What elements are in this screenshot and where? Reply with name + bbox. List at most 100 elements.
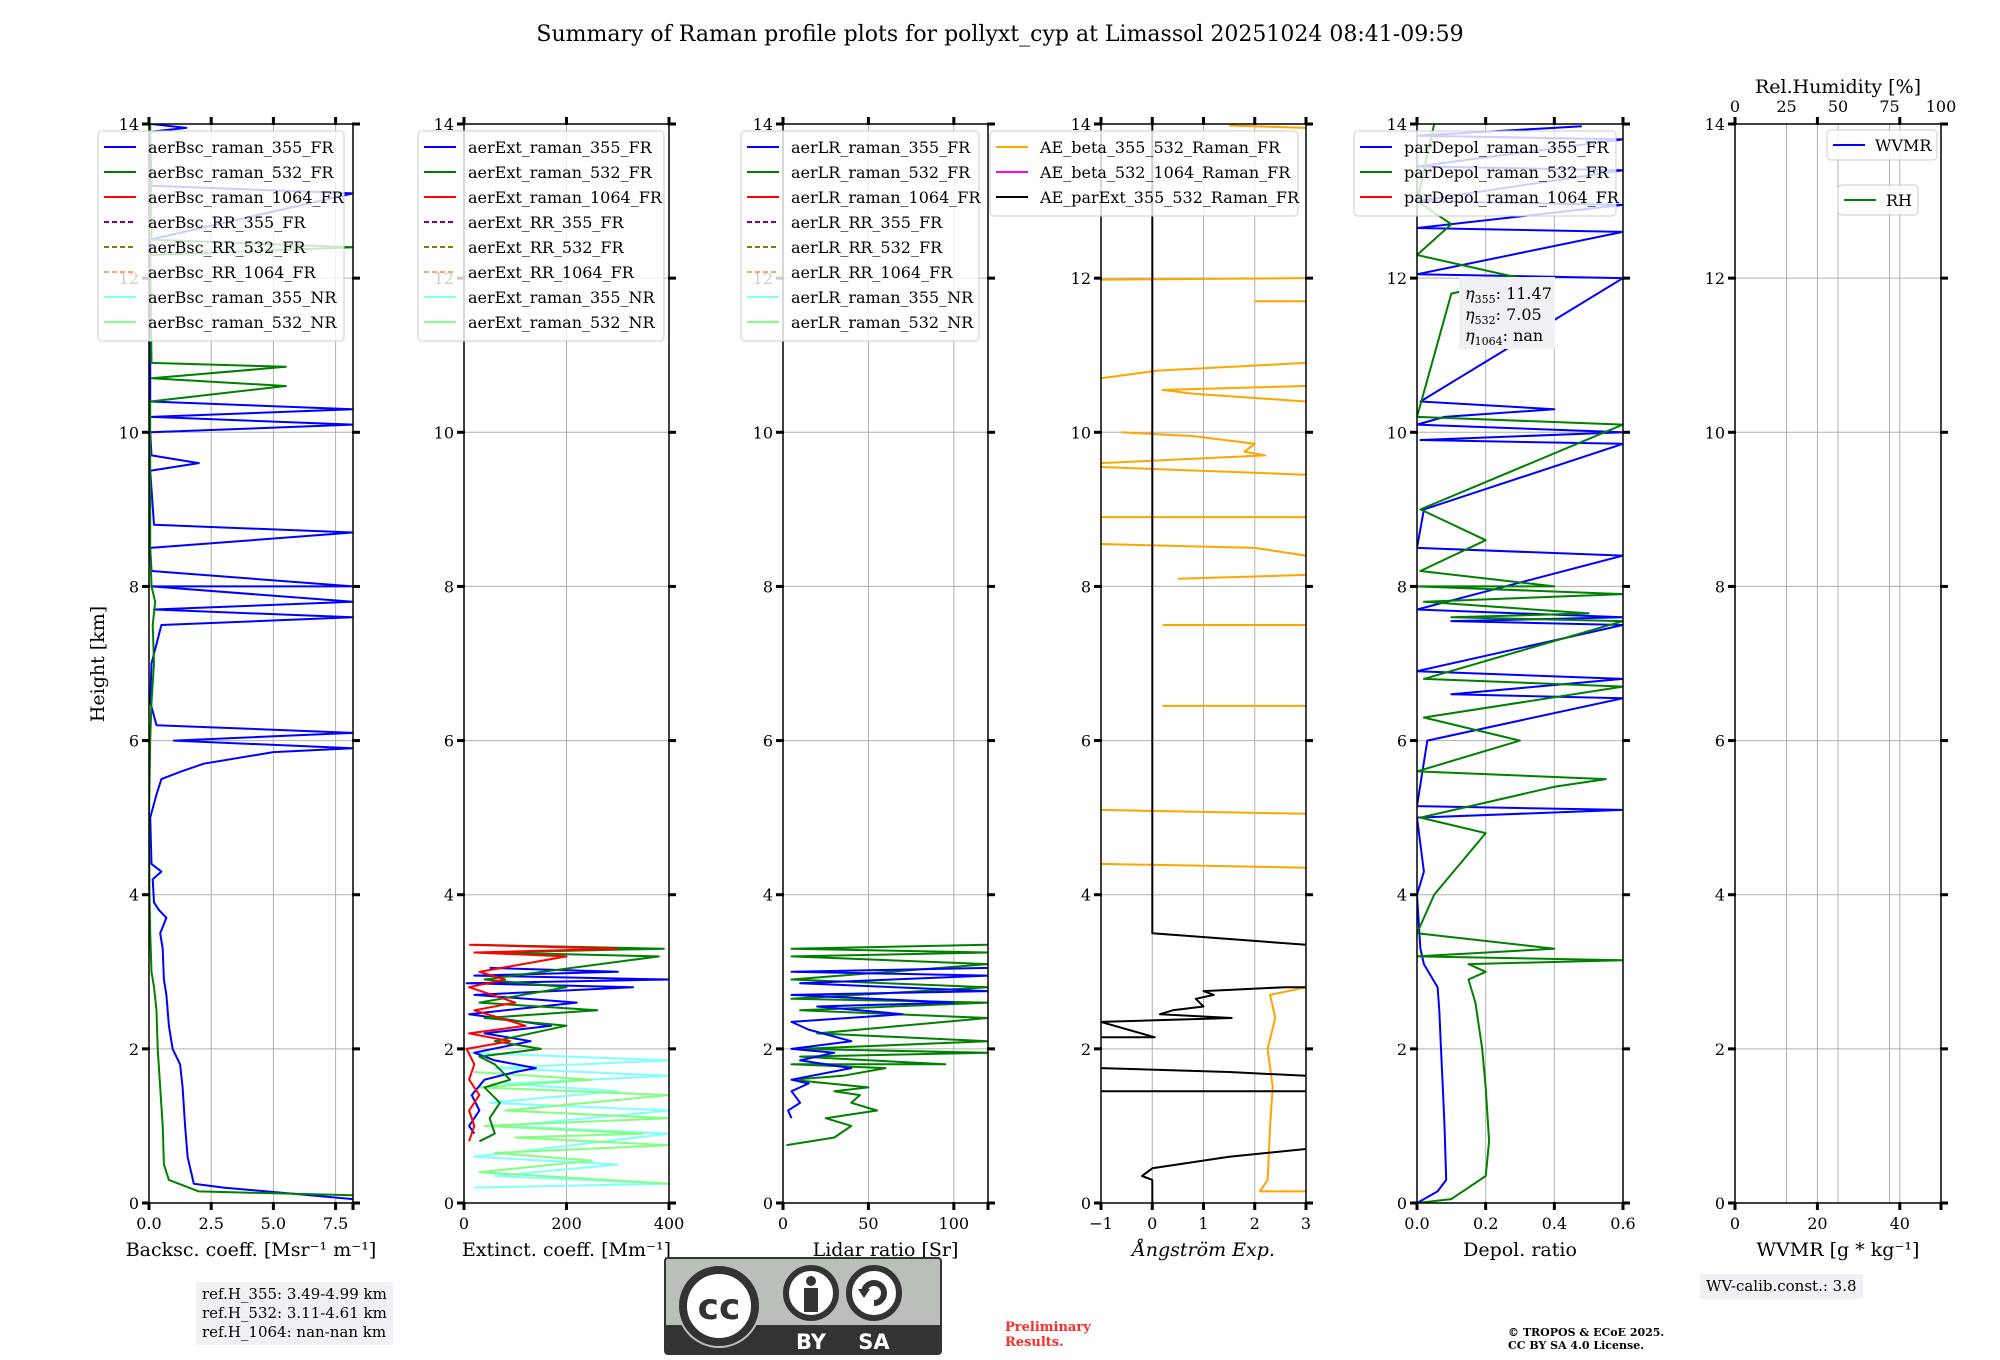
ref-height-355: ref.H_355: 3.49-4.99 km [202, 1285, 387, 1303]
legend-label: AE_parExt_355_532_Raman_FR [1039, 188, 1300, 207]
series-parDepol_raman_355_FR [1417, 125, 1623, 1203]
x-tick-label: 0.0 [136, 1214, 161, 1233]
y-tick-label: 2 [1397, 1040, 1407, 1059]
y-tick-label: 12 [1071, 269, 1091, 288]
legend-label: parDepol_raman_355_FR [1404, 138, 1610, 157]
cc-icon [679, 1266, 759, 1346]
badge-by-label: BY [796, 1330, 827, 1354]
person-body [804, 1288, 818, 1312]
y-tick-label: 2 [1715, 1040, 1725, 1059]
panel-water_vapor: 0 2 4 6 8 10 12 14 0 20 40 WVMR [g * kg⁻¹] 0 25 50 75 10… [1705, 76, 1957, 1261]
x-tick-label: 5.0 [261, 1214, 286, 1233]
panel-lidar_ratio: 02468101214050100Lidar ratio [Sr]aerLR_r… [740, 115, 995, 1261]
y-tick-label: 0 [1715, 1194, 1725, 1213]
axes-frame [782, 123, 989, 1204]
y-tick-label: 0 [1397, 1194, 1407, 1213]
series-aerLR_raman_532_FR [786, 943, 988, 1147]
legend-label: aerLR_raman_1064_FR [791, 188, 981, 207]
x-tick-label: 7.5 [323, 1214, 348, 1233]
series-AE_beta_355_532_Raman_FR [1101, 124, 1306, 1193]
panel-extinction: 024681012140200400Extinct. coeff. [Mm⁻¹]… [417, 115, 685, 1261]
y-tick-label: 6 [129, 732, 139, 751]
x-tick-label: 0.6 [1610, 1214, 1635, 1233]
legend-label: aerExt_raman_532_FR [468, 163, 653, 182]
grid-lines [1100, 123, 1307, 1204]
y-tick-label: 6 [1397, 732, 1407, 751]
legend-label: parDepol_raman_1064_FR [1404, 188, 1620, 207]
legend-box [1837, 184, 1919, 216]
legend-label: parDepol_raman_532_FR [1404, 163, 1610, 182]
legend-box [740, 130, 980, 342]
legend-label: aerLR_raman_355_NR [791, 288, 974, 307]
legend-label: aerBsc_RR_532_FR [148, 238, 306, 257]
ref-height-532: ref.H_532: 3.11-4.61 km [202, 1304, 387, 1322]
y-tick-label: 0 [444, 1194, 454, 1213]
y-tick-label: 0 [129, 1194, 139, 1213]
top-x-tick-label: 75 [1879, 97, 1899, 116]
x-tick-label: 0.0 [1404, 1214, 1429, 1233]
y-tick-label: 4 [129, 886, 139, 905]
series-aerExt_raman_355_NR [469, 1051, 669, 1189]
person-head [806, 1276, 816, 1286]
legend-label: aerLR_RR_355_FR [791, 213, 943, 232]
legend-box [989, 130, 1299, 217]
legend-label: aerLR_raman_532_FR [791, 163, 971, 182]
legend-label: aerExt_raman_355_FR [468, 138, 653, 157]
series-parDepol_raman_532_FR [1417, 124, 1623, 1203]
y-tick-label: 8 [1715, 577, 1725, 596]
eta-1064: η1064: nan [1465, 326, 1543, 348]
x-tick-label: 0 [778, 1214, 788, 1233]
legend: parDepol_raman_355_FR parDepol_raman_532_… [1353, 130, 1620, 217]
y-tick-label: 12 [1387, 269, 1407, 288]
annotation-box [1459, 277, 1555, 349]
y-tick-label: 8 [1081, 577, 1091, 596]
y-tick-label: 2 [763, 1040, 773, 1059]
share-alike-arrowhead [858, 1289, 870, 1298]
legend-label: aerExt_RR_355_FR [468, 213, 625, 232]
legend-label: AE_beta_532_1064_Raman_FR [1039, 163, 1291, 182]
legend-label: aerBsc_raman_532_NR [148, 313, 337, 332]
x-tick-label: 0 [459, 1214, 469, 1233]
x-tick-label: 20 [1807, 1214, 1827, 1233]
series-group [786, 943, 988, 1147]
x-axis-label: Backsc. coeff. [Msr⁻¹ m⁻¹] [126, 1239, 377, 1261]
x-tick-label: 0 [1730, 1214, 1740, 1233]
legend-label: aerLR_RR_1064_FR [791, 263, 953, 282]
legend-label: aerExt_raman_532_NR [468, 313, 656, 332]
x-tick-label: 400 [654, 1214, 685, 1233]
wv-calibration-box: WV-calib.const.: 3.8 [1700, 1274, 1863, 1299]
legend-label: AE_beta_355_532_Raman_FR [1039, 138, 1281, 157]
x-tick-label: 0.4 [1542, 1214, 1567, 1233]
ref-height-1064: ref.H_1064: nan-nan km [202, 1323, 387, 1341]
axes-frame [148, 123, 354, 1204]
legend-label: aerExt_RR_532_FR [468, 238, 625, 257]
y-tick-label: 6 [1715, 732, 1725, 751]
series-aerExt_raman_1064_FR [465, 943, 619, 1142]
top-x-tick-label: 25 [1776, 97, 1796, 116]
eta-532: η532: 7.05 [1465, 305, 1542, 327]
x-tick-label: −1 [1089, 1214, 1113, 1233]
y-tick-label: 2 [1081, 1040, 1091, 1059]
series-group [149, 124, 353, 1201]
y-tick-label: 6 [763, 732, 773, 751]
figure-title: Summary of Raman profile plots for polly… [536, 22, 1464, 47]
x-tick-label: 1 [1198, 1214, 1208, 1233]
y-tick-label: 12 [1705, 269, 1725, 288]
x-tick-label: 40 [1890, 1214, 1910, 1233]
y-tick-label: 4 [444, 886, 454, 905]
y-tick-label: 14 [1387, 115, 1407, 134]
legend-label: WVMR [1875, 136, 1932, 155]
y-tick-label: 0 [763, 1194, 773, 1213]
reference-height-box: ref.H_355: 3.49-4.99 km ref.H_532: 3.11-… [196, 1282, 393, 1345]
x-tick-label: 2 [1250, 1214, 1260, 1233]
x-tick-label: 100 [939, 1214, 970, 1233]
series-group [1101, 124, 1306, 1203]
x-axis-label: Depol. ratio [1463, 1239, 1577, 1261]
legend-label: aerBsc_raman_532_FR [148, 163, 334, 182]
legend: WVMR RH [1826, 129, 1938, 216]
eta-355: η355: 11.47 [1465, 284, 1552, 306]
y-tick-label: 6 [444, 732, 454, 751]
legend-label: aerBsc_RR_355_FR [148, 213, 306, 232]
